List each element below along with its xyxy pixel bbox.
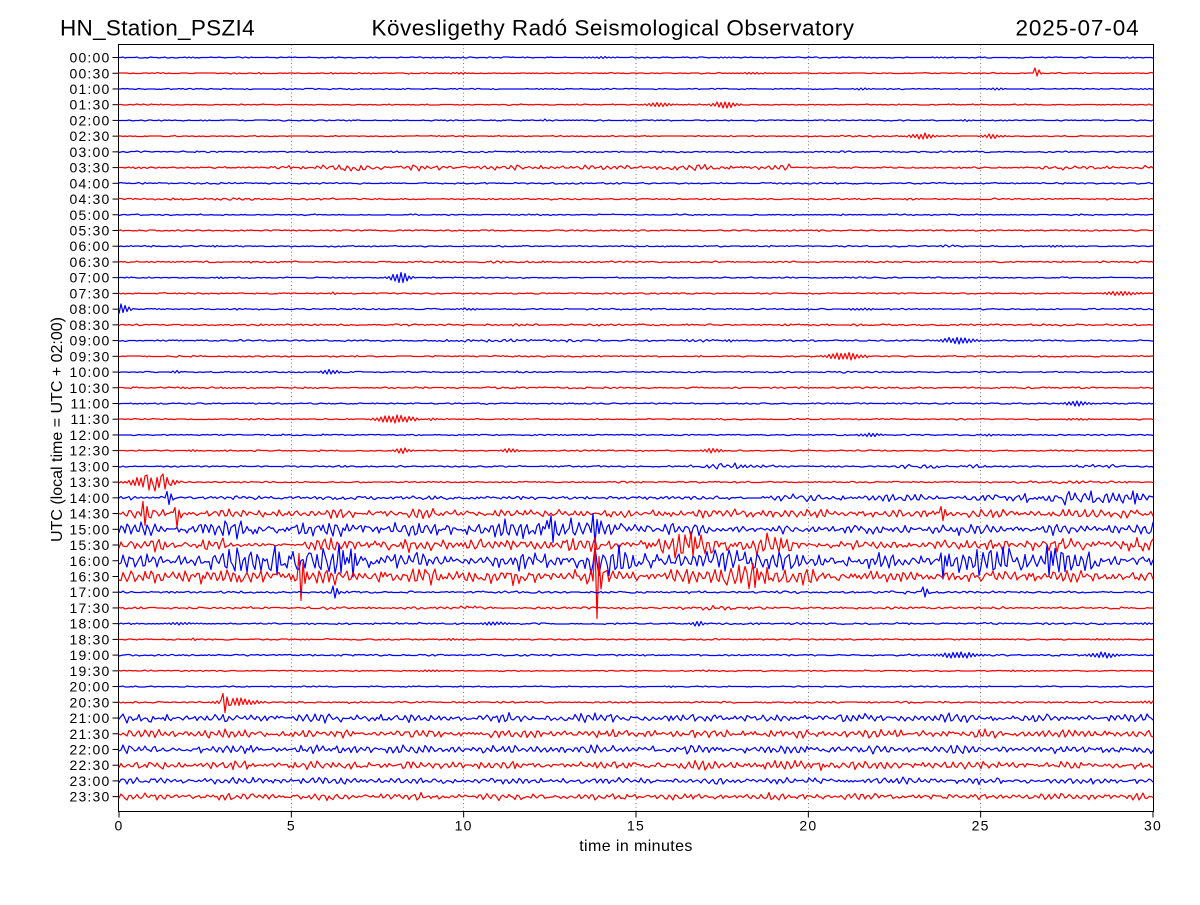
svg-text:07:00: 07:00 [69,270,110,286]
svg-text:01:30: 01:30 [69,97,110,113]
svg-text:01:00: 01:00 [69,81,110,97]
svg-text:21:30: 21:30 [69,726,110,742]
svg-text:07:30: 07:30 [69,285,110,301]
svg-text:20: 20 [799,818,817,834]
svg-text:08:30: 08:30 [69,317,110,333]
svg-text:02:00: 02:00 [69,112,110,128]
svg-text:15:00: 15:00 [69,521,110,537]
svg-text:16:00: 16:00 [69,553,110,569]
svg-text:03:30: 03:30 [69,160,110,176]
svg-text:15:30: 15:30 [69,537,110,553]
svg-text:18:30: 18:30 [69,631,110,647]
svg-text:23:30: 23:30 [69,789,110,805]
svg-text:20:30: 20:30 [69,694,110,710]
svg-text:12:00: 12:00 [69,427,110,443]
svg-text:13:00: 13:00 [69,458,110,474]
svg-text:11:30: 11:30 [71,411,111,427]
svg-text:17:00: 17:00 [69,584,110,600]
svg-text:11:00: 11:00 [71,396,111,412]
svg-text:22:30: 22:30 [69,757,110,773]
svg-text:21:00: 21:00 [69,710,110,726]
svg-text:10:30: 10:30 [69,380,110,396]
svg-text:00:00: 00:00 [69,50,110,66]
svg-text:time in minutes: time in minutes [579,838,693,855]
svg-text:Kövesligethy Radó Seismologica: Kövesligethy Radó Seismological Observat… [372,16,855,41]
svg-text:09:00: 09:00 [69,333,110,349]
svg-text:23:00: 23:00 [69,773,110,789]
svg-text:06:30: 06:30 [69,254,110,270]
svg-text:14:30: 14:30 [69,506,110,522]
svg-text:19:00: 19:00 [69,647,110,663]
svg-text:16:30: 16:30 [69,569,110,585]
svg-text:13:30: 13:30 [69,474,110,490]
svg-text:2025-07-04: 2025-07-04 [1015,16,1139,41]
svg-text:06:00: 06:00 [69,238,110,254]
svg-text:00:30: 00:30 [69,65,110,81]
svg-text:05:30: 05:30 [69,223,110,239]
svg-text:17:30: 17:30 [69,600,110,616]
svg-text:19:30: 19:30 [69,663,110,679]
svg-text:25: 25 [972,818,990,834]
svg-text:HN_Station_PSZI4: HN_Station_PSZI4 [60,16,255,41]
svg-text:02:30: 02:30 [69,128,110,144]
svg-text:14:00: 14:00 [69,490,110,506]
svg-text:22:00: 22:00 [69,741,110,757]
svg-text:15: 15 [627,818,645,834]
svg-text:03:00: 03:00 [69,144,110,160]
svg-text:30: 30 [1144,818,1162,834]
svg-text:5: 5 [287,818,296,834]
svg-text:05:00: 05:00 [69,207,110,223]
svg-text:04:30: 04:30 [69,191,110,207]
svg-text:12:30: 12:30 [69,443,110,459]
svg-text:09:30: 09:30 [69,348,110,364]
svg-text:10: 10 [455,818,473,834]
svg-text:0: 0 [115,818,124,834]
svg-text:18:00: 18:00 [69,616,110,632]
svg-text:04:00: 04:00 [69,175,110,191]
svg-text:UTC (local time = UTC + 02:00): UTC (local time = UTC + 02:00) [49,317,66,542]
svg-text:20:00: 20:00 [69,679,110,695]
svg-text:10:00: 10:00 [69,364,110,380]
svg-text:08:00: 08:00 [69,301,110,317]
